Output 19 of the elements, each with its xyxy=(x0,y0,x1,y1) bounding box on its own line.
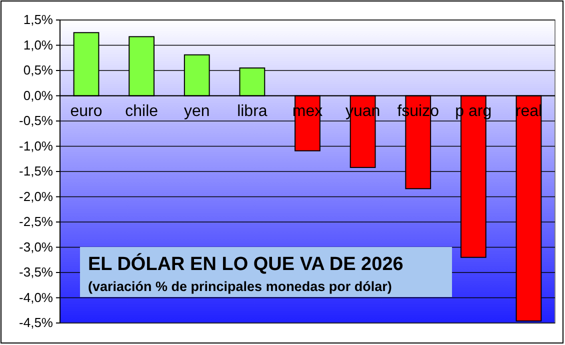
x-tick-label: chile xyxy=(125,102,158,120)
y-tick-label: -1,5% xyxy=(19,164,54,179)
text: (variación % de principales monedas por dólar) xyxy=(88,279,392,294)
y-tick-label: 0,0% xyxy=(23,88,54,103)
y-tick-label: -3,5% xyxy=(19,264,54,280)
y-tick-label: -4,5% xyxy=(19,315,54,330)
y-tick-label: -2,0% xyxy=(19,188,54,204)
y-tick-label: -2,5% xyxy=(19,214,54,230)
y-tick-label: 0,5% xyxy=(23,62,54,78)
x-tick-label: libra xyxy=(237,102,268,120)
text: EL DÓLAR EN LO QUE VA DE 2026 xyxy=(88,253,404,275)
y-tick-label: -3,0% xyxy=(19,239,54,254)
x-tick-label: euro xyxy=(70,102,102,120)
y-tick-label: -4,0% xyxy=(19,290,54,305)
y-tick-label: 1,5% xyxy=(23,12,54,28)
y-tick-label: 1,0% xyxy=(23,37,54,52)
x-tick-label: yen xyxy=(184,102,210,120)
y-tick-label: -0,5% xyxy=(19,113,54,128)
y-tick-label: -1,0% xyxy=(19,138,54,154)
